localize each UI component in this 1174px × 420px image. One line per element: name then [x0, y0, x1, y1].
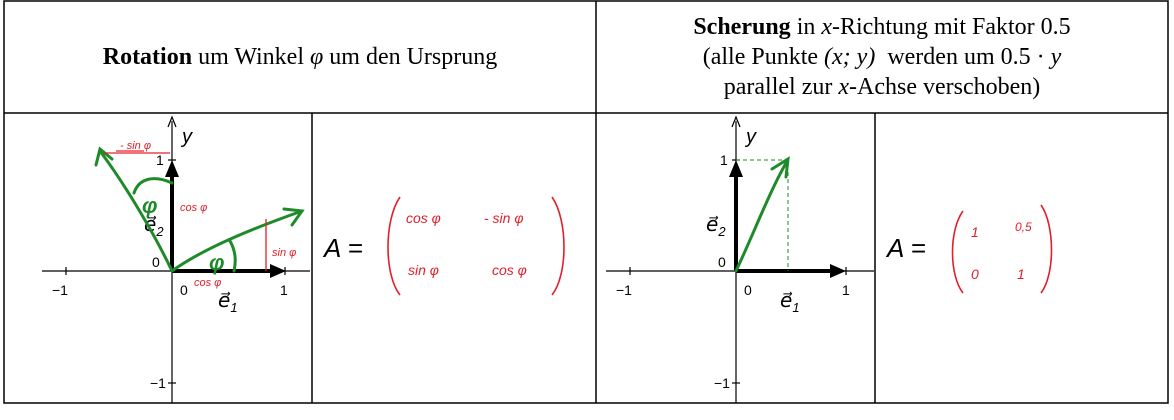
shear-a11: 1: [971, 224, 979, 240]
tick-x-0: 0: [744, 282, 752, 298]
angle-label-bottom: φ: [209, 250, 224, 275]
shear-a22: 1: [1017, 266, 1025, 282]
shear-line2-pre: (alle Punkte: [703, 44, 824, 70]
e2-arrowhead: [729, 160, 743, 177]
note-neg-sin: - sin φ: [120, 140, 151, 152]
note-cos-vertical: cos φ: [180, 202, 207, 214]
tick-y-0: 0: [152, 254, 160, 270]
tick-x-1: 1: [842, 282, 850, 298]
shear-line2-mid: werden um 0.5 ·: [875, 44, 1050, 70]
tick-x-neg1: −1: [52, 282, 68, 298]
e2-arrowhead: [165, 160, 179, 177]
e1-label: e⃗1: [218, 290, 238, 315]
shear-graph: y −1 0 1 0 1 −1 e⃗1 e⃗2: [596, 113, 875, 403]
rotation-matrix-right-paren: [552, 197, 564, 295]
shear-line1-pre: in: [791, 14, 822, 40]
rotation-a22: cos φ: [492, 262, 527, 278]
shear-line-2: (alle Punkte (x; y) werden um 0.5 · y: [693, 42, 1070, 72]
tick-y-neg1: −1: [150, 375, 166, 391]
rotated-e2: [100, 151, 172, 271]
shear-line-3: parallel zur x-Achse verschoben): [693, 72, 1070, 102]
header-rotation: Rotation um Winkel φ um den Ursprung: [4, 0, 596, 113]
rotation-title-symbol: φ: [310, 44, 323, 70]
note-cos-horizontal: cos φ: [194, 277, 221, 289]
rotation-title-post: um den Ursprung: [323, 44, 497, 70]
tick-x-1: 1: [280, 282, 288, 298]
shear-line-1: Scherung in x-Richtung mit Faktor 0.5: [693, 12, 1070, 42]
shear-line2-math: (x; y): [824, 44, 875, 70]
tick-y-1: 1: [720, 152, 728, 168]
e2-label: e⃗2: [706, 214, 726, 239]
e1-arrowhead: [830, 264, 846, 278]
rotation-title-pre: um Winkel: [192, 44, 310, 70]
shear-line3-post: -Achse verschoben): [849, 74, 1040, 100]
shear-matrix-right-paren: [1041, 205, 1052, 293]
rotation-graph: y −1 0 1 0 1 −1 e⃗1 e⃗2 φ φ - sin φ: [4, 113, 312, 403]
rotation-matrix: A = cos φ - sin φ sin φ cos φ: [312, 175, 596, 315]
shear-a21: 0: [971, 266, 979, 282]
rotation-a21: sin φ: [408, 262, 439, 278]
angle-arc-bottom: [230, 241, 235, 271]
y-axis-label: y: [180, 126, 193, 148]
shear-line3-pre: parallel zur: [724, 74, 839, 100]
e1-arrowhead: [270, 264, 286, 278]
shear-matrix: A = 1 0,5 0 1: [875, 175, 1168, 315]
tick-y-0: 0: [718, 254, 726, 270]
shear-matrix-left-paren: [953, 211, 964, 293]
y-axis-label: y: [744, 126, 757, 148]
sheared-e2: [736, 163, 786, 271]
rotation-matrix-left-paren: [388, 197, 400, 295]
tick-y-neg1: −1: [714, 375, 730, 391]
tick-x-neg1: −1: [616, 282, 632, 298]
e1-label: e⃗1: [780, 290, 800, 315]
shear-line2-var: y: [1051, 44, 1062, 70]
shear-line3-var: x: [838, 74, 849, 100]
shear-title-bold: Scherung: [693, 14, 790, 40]
rotation-matrix-lhs: A =: [322, 233, 363, 263]
rotation-a11: cos φ: [406, 210, 441, 226]
angle-arc-top: [134, 179, 172, 193]
rotated-e1: [172, 211, 302, 271]
tick-x-0: 0: [180, 282, 188, 298]
note-sin-horizontal: sin φ: [272, 247, 296, 259]
angle-label-top: φ: [142, 193, 157, 218]
rotation-a12: - sin φ: [484, 210, 523, 226]
header-shear: Scherung in x-Richtung mit Faktor 0.5 (a…: [596, 0, 1168, 113]
shear-line1-post: -Richtung mit Faktor 0.5: [832, 14, 1071, 40]
shear-a12: 0,5: [1015, 220, 1032, 234]
shear-line1-var: x: [821, 14, 832, 40]
shear-matrix-lhs: A =: [885, 233, 926, 263]
tick-y-1: 1: [156, 152, 164, 168]
rotation-title-bold: Rotation: [103, 44, 192, 70]
